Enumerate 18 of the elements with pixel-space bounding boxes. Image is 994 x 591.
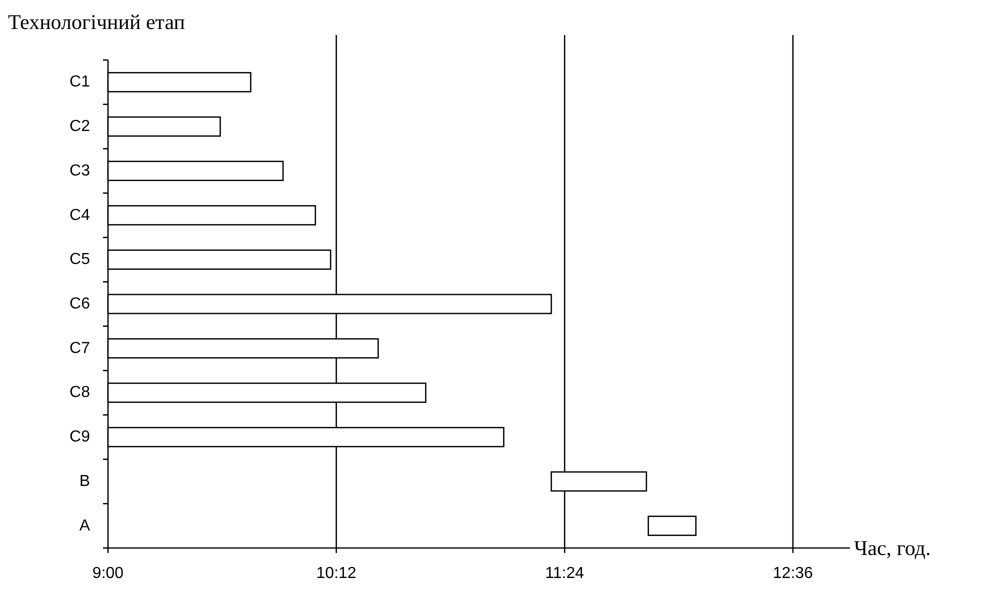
x-tick-label: 9:00 (92, 565, 124, 582)
y-tick-label: C2 (70, 118, 90, 136)
y-tick-label: C3 (70, 162, 90, 180)
x-tick-label: 11:24 (545, 565, 584, 582)
y-tick-label: A (79, 517, 90, 534)
y-tick-label: C1 (70, 74, 90, 91)
y-tick-label: C9 (70, 428, 90, 446)
y-tick-label: C7 (70, 340, 90, 357)
y-tick-label: C6 (70, 296, 90, 312)
bar (648, 516, 697, 536)
y-tick-label: C8 (70, 384, 90, 402)
x-tick-label: 12:36 (772, 565, 814, 582)
y-axis-title: Технологічний етап (8, 10, 186, 34)
y-tick-label: C5 (70, 251, 90, 268)
y-tick-label: C4 (70, 206, 90, 224)
y-tick-label: B (79, 472, 90, 490)
x-axis-title: Час, год. (854, 536, 931, 560)
x-tick-label: 10:12 (316, 565, 356, 582)
